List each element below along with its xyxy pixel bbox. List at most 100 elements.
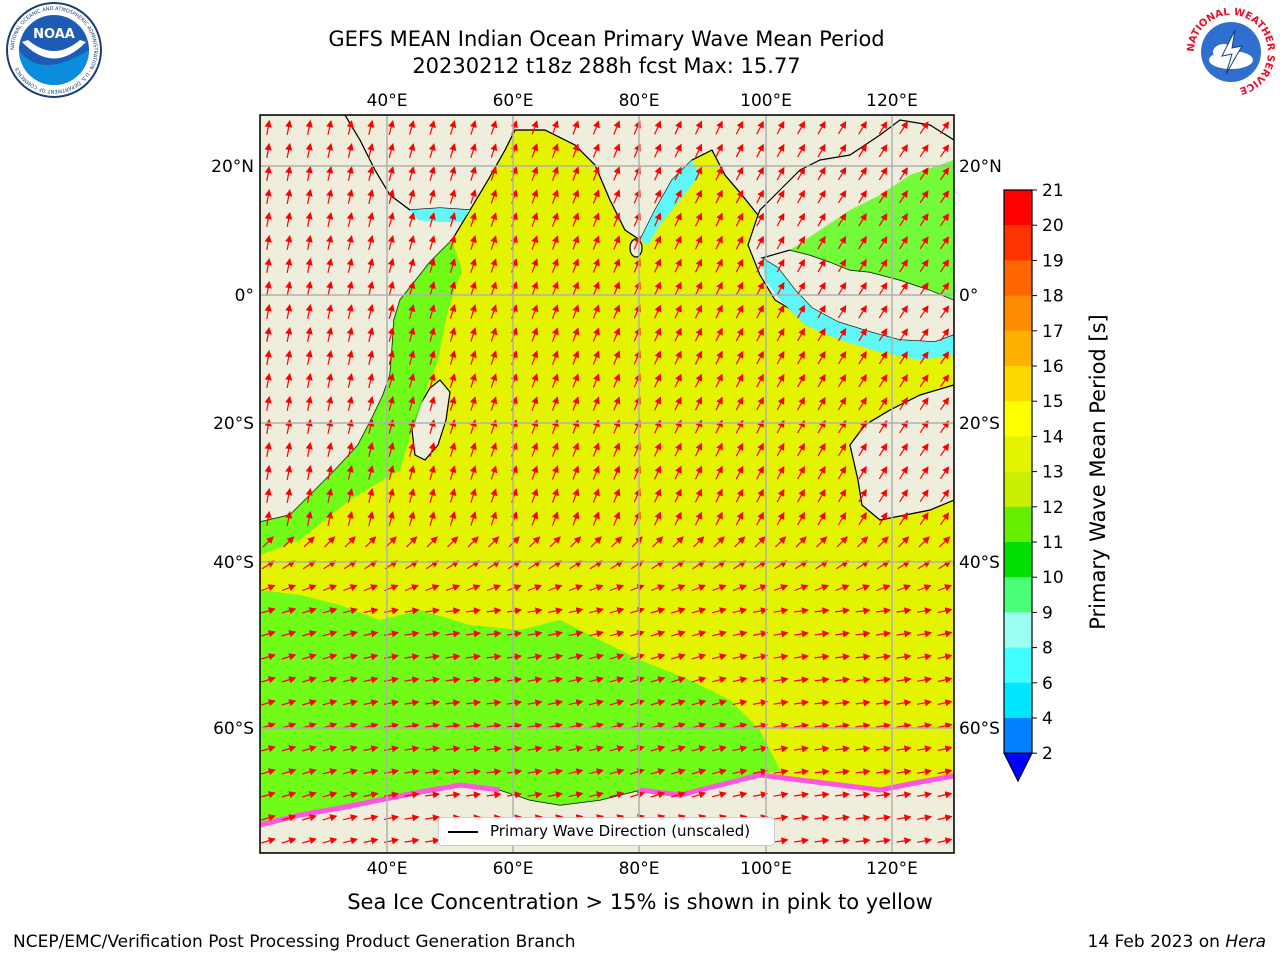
wave-direction-arrow: [490, 327, 498, 342]
wave-direction-arrow: [428, 189, 436, 204]
wave-direction-arrow: [589, 699, 604, 707]
wave-direction-arrow: [551, 488, 559, 503]
colorbar-segment: [1004, 471, 1032, 508]
wave-direction-arrow: [713, 536, 725, 548]
wave-direction-arrow: [694, 281, 703, 296]
wave-direction-arrow: [531, 258, 539, 273]
top-lon-labels: 40°E 60°E 80°E 100°E 120°E: [367, 91, 918, 111]
wave-direction-arrow: [940, 144, 950, 158]
wave-direction-arrow: [715, 465, 723, 480]
wave-direction-arrow: [285, 372, 293, 389]
wave-direction-arrow: [449, 166, 457, 181]
wave-direction-arrow: [940, 489, 950, 503]
wave-direction-arrow: [531, 304, 539, 319]
wave-direction-arrow: [261, 837, 276, 845]
wave-direction-arrow: [756, 350, 764, 365]
wave-direction-arrow: [326, 166, 334, 181]
wave-direction-arrow: [876, 699, 892, 707]
wave-direction-arrow: [428, 465, 436, 480]
wave-direction-arrow: [837, 465, 847, 480]
wave-direction-arrow: [732, 722, 748, 730]
wave-direction-arrow: [613, 212, 621, 227]
colorbar-segment: [1004, 366, 1032, 402]
wave-direction-arrow: [449, 304, 457, 319]
wave-direction-arrow: [469, 442, 477, 457]
wave-direction-arrow: [654, 120, 662, 135]
wave-direction-arrow: [469, 396, 477, 411]
wave-direction-arrow: [940, 282, 950, 296]
wave-direction-arrow: [346, 166, 354, 181]
wave-direction-arrow: [346, 350, 354, 365]
wave-direction-arrow: [797, 511, 805, 526]
wave-direction-arrow: [326, 350, 334, 365]
lat-label-left-40s: 40°S: [213, 553, 254, 573]
wave-direction-arrow: [837, 442, 847, 457]
wave-direction-arrow: [650, 630, 666, 638]
wave-direction-arrow: [572, 488, 580, 503]
wave-direction-arrow: [387, 120, 395, 135]
wave-direction-arrow: [326, 373, 334, 388]
wave-direction-arrow: [264, 142, 272, 159]
wave-direction-arrow: [835, 630, 851, 638]
wave-direction-arrow: [899, 190, 908, 204]
wave-direction-arrow: [363, 607, 379, 615]
wave-direction-arrow: [817, 511, 826, 526]
wave-direction-arrow: [592, 488, 600, 503]
wave-direction-arrow: [285, 280, 293, 297]
wave-direction-arrow: [878, 282, 888, 296]
wave-direction-arrow: [305, 487, 313, 504]
wave-direction-arrow: [343, 630, 358, 638]
wave-direction-arrow: [466, 607, 482, 615]
wave-direction-arrow: [876, 607, 892, 615]
wave-direction-arrow: [367, 166, 375, 181]
wave-direction-arrow: [613, 396, 621, 411]
wave-direction-arrow: [694, 120, 703, 135]
wave-direction-arrow: [346, 511, 354, 526]
wave-direction-arrow: [428, 235, 436, 250]
wave-direction-arrow: [814, 676, 830, 684]
wave-direction-arrow: [264, 326, 272, 343]
wave-direction-arrow: [756, 396, 764, 411]
wave-direction-arrow: [408, 465, 416, 480]
wave-direction-arrow: [261, 584, 276, 592]
colorbar-tick-label: 6: [1042, 674, 1053, 694]
wave-direction-arrow: [797, 396, 805, 411]
wave-direction-arrow: [425, 745, 441, 753]
wave-direction-arrow: [426, 536, 438, 548]
wave-direction-arrows: [261, 119, 953, 845]
wave-direction-arrow: [531, 327, 539, 342]
wave-direction-arrow: [445, 699, 461, 707]
wave-direction-arrow: [326, 189, 334, 204]
colorbar-segment: [1004, 330, 1032, 367]
wave-direction-arrow: [752, 699, 769, 707]
wave-direction-arrow: [715, 350, 723, 365]
wave-direction-arrow: [671, 584, 686, 592]
wave-direction-arrow: [694, 166, 703, 181]
wave-direction-arrow: [531, 442, 539, 457]
lon-label-top-120e: 120°E: [866, 91, 918, 111]
wave-direction-arrow: [837, 258, 847, 273]
wave-direction-arrow: [837, 166, 847, 181]
wave-direction-arrow: [592, 442, 600, 457]
wave-direction-arrow: [507, 676, 523, 684]
wave-direction-arrow: [387, 327, 395, 342]
wave-direction-arrow: [671, 630, 686, 638]
colorbar-tick-label: 2: [1042, 744, 1053, 764]
wave-direction-arrow: [835, 791, 851, 799]
wave-direction-arrow: [674, 396, 682, 411]
wave-direction-arrow: [589, 768, 604, 776]
wave-direction-arrow: [694, 304, 703, 319]
wave-direction-arrow: [674, 327, 682, 342]
wave-direction-arrow: [408, 212, 416, 227]
wave-direction-arrow: [858, 258, 867, 273]
wave-direction-arrow: [899, 512, 908, 526]
legend-line-sample: [448, 831, 478, 833]
wave-direction-arrow: [264, 188, 272, 205]
wave-direction-arrow: [363, 676, 379, 684]
wave-direction-arrow: [264, 211, 272, 228]
wave-direction-arrow: [507, 791, 523, 799]
wave-direction-arrow: [551, 258, 559, 273]
wave-direction-arrow: [343, 699, 358, 707]
wave-direction-arrow: [589, 722, 604, 730]
wave-direction-arrow: [367, 350, 375, 365]
